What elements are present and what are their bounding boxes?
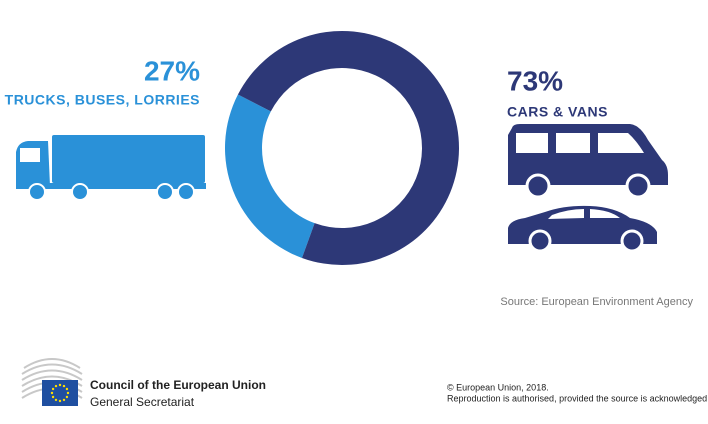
flag-star [58, 399, 62, 403]
value-label: 73% [507, 65, 563, 96]
donut-segment [237, 31, 460, 266]
flag-star [51, 395, 55, 399]
eu-logo [21, 358, 83, 406]
flag-star [50, 391, 54, 395]
donut-segment [225, 94, 315, 258]
flag-star [62, 384, 66, 388]
notice: Reproduction is authorised, provided the… [447, 393, 707, 403]
category-label: TRUCKS, BUSES, LORRIES [5, 92, 200, 108]
source: Source: European Environment Agency [500, 296, 693, 308]
flag-star [65, 387, 69, 391]
organization: Council of the European Union [90, 378, 266, 392]
flag-star [58, 383, 62, 387]
copyright: © European Union, 2018. [447, 382, 549, 392]
flag-star [54, 384, 58, 388]
car-icon [508, 205, 657, 253]
flag-star [54, 398, 58, 402]
department: General Secretariat [90, 395, 195, 409]
flag-star [66, 391, 70, 395]
flag-star [51, 387, 55, 391]
value-label: 27% [144, 55, 200, 86]
category-label: CARS & VANS [507, 104, 608, 120]
flag-star [65, 395, 69, 399]
truck-icon [16, 135, 206, 201]
flag-star [62, 398, 66, 402]
van-icon [508, 124, 668, 199]
